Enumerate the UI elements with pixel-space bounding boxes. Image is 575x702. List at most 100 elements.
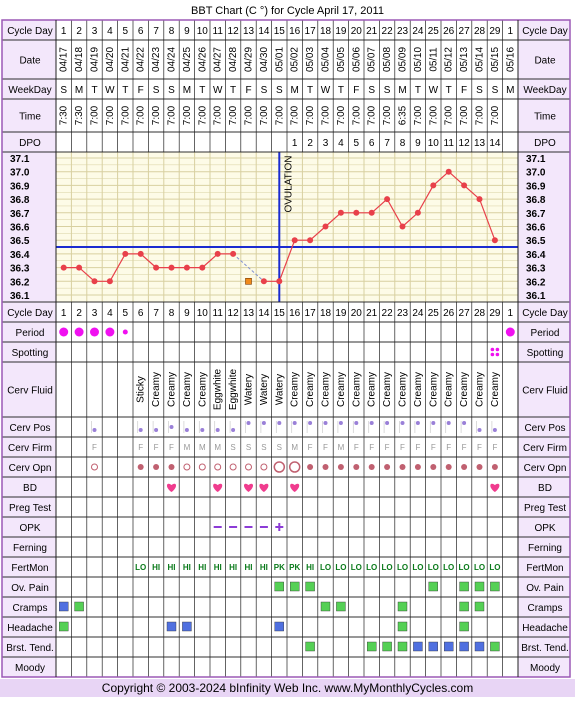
time-label: 7:00: [120, 105, 131, 125]
cycle-day-number: 24: [412, 26, 424, 37]
date-label: 05/02: [290, 47, 301, 72]
date-label: 05/12: [444, 47, 455, 72]
time-label: 7:30: [59, 105, 70, 125]
row-label-right-dpo: DPO: [534, 138, 556, 149]
dpo-number: 6: [369, 138, 375, 149]
date-label: 04/25: [182, 47, 193, 72]
fertmon-reading: LO: [366, 563, 377, 572]
cerv-open-closed: [414, 464, 421, 470]
cerv-firm-letter: F: [431, 443, 436, 452]
time-label: 7:00: [182, 105, 193, 125]
fertmon-reading: LO: [459, 563, 470, 572]
temperature-point: [291, 237, 298, 244]
y-tick-label-left: 36.7: [10, 209, 30, 220]
cycle-day-number: 6: [138, 26, 144, 37]
dpo-number: 12: [459, 138, 471, 149]
cerv-open-medium: [183, 463, 191, 471]
temperature-point: [430, 182, 437, 189]
y-tick-label-left: 36.5: [10, 236, 30, 247]
row-label-right-date: Date: [534, 56, 556, 67]
cycle-day-number: 27: [459, 26, 471, 37]
cerv-firm-letter: M: [199, 443, 206, 452]
row-label-left-time: Time: [19, 112, 41, 123]
cerv-pos-dot: [154, 428, 159, 432]
fertmon-reading: HI: [198, 563, 206, 572]
cycle-day-number: 22: [382, 308, 394, 319]
row-label-left-opk: OPK: [19, 523, 40, 534]
footer-background: [0, 679, 575, 697]
y-tick-label-left: 37.1: [10, 154, 30, 165]
cerv-pos-dot: [415, 421, 420, 425]
weekday-label: T: [307, 85, 313, 96]
cerv-fluid-label: Creamy: [413, 372, 424, 407]
cycle-day-number: 23: [397, 26, 409, 37]
date-label: 04/17: [59, 47, 70, 72]
row-label-left-dpo: DPO: [19, 138, 41, 149]
weekday-label: S: [276, 85, 283, 96]
cerv-pos-dot: [215, 428, 220, 432]
time-label: 7:00: [228, 105, 239, 125]
cerv-open-closed: [399, 464, 406, 470]
row-label-left-moody: Moody: [15, 663, 45, 674]
weekday-label: T: [230, 85, 236, 96]
fertmon-reading: HI: [260, 563, 268, 572]
cerv-fluid-label: Watery: [259, 374, 270, 405]
cerv-open-medium: [229, 463, 237, 471]
weekday-label: W: [321, 85, 331, 96]
y-tick-label-left: 36.4: [10, 250, 30, 261]
brst_tend-marker: [474, 641, 485, 652]
brst_tend-marker: [490, 641, 500, 652]
bd-heart-icon: [243, 483, 254, 492]
time-label: 7:00: [367, 105, 378, 125]
cerv-fluid-label: Eggwhite: [213, 368, 224, 410]
cerv-firm-letter: F: [354, 443, 359, 452]
cerv-pos-dot: [246, 421, 251, 425]
dpo-number: 5: [354, 138, 360, 149]
cycle-day-number: 15: [274, 26, 286, 37]
spotting-dot: [490, 352, 495, 357]
period-dot: [505, 327, 515, 337]
row-label-right-ov_pain: Ov. Pain: [526, 583, 564, 594]
cycle-day-number: 7: [153, 26, 159, 37]
cerv-pos-dot: [477, 428, 482, 432]
row-label-left-cerv_opn: Cerv Opn: [9, 463, 52, 474]
cycle-day-number: 17: [305, 26, 317, 37]
cycle-day-number: 12: [228, 308, 240, 319]
cycle-day-number: 17: [305, 308, 317, 319]
ov_pain-marker: [474, 581, 485, 592]
cycle-day-number: 11: [213, 308, 224, 319]
cerv-fluid-label: Sticky: [136, 376, 147, 403]
cycle-day-number: 3: [92, 26, 98, 37]
row-label-left-cerv_firm: Cerv Firm: [8, 443, 52, 454]
cycle-day-number: 13: [243, 308, 255, 319]
cerv-firm-letter: F: [138, 443, 143, 452]
temperature-point: [476, 196, 483, 203]
cerv-firm-letter: M: [184, 443, 191, 452]
time-label: 7:00: [382, 105, 393, 125]
temperature-point: [168, 264, 175, 271]
row-label-left-cycle_day: Cycle Day: [7, 308, 53, 319]
y-tick-label-left: 37.0: [10, 168, 30, 179]
temperature-point: [322, 223, 329, 230]
date-label: 05/04: [321, 47, 332, 72]
temperature-point: [122, 250, 129, 257]
chart-title: BBT Chart (C °) for Cycle April 17, 2011: [191, 5, 384, 17]
y-tick-label-right: 36.2: [526, 277, 546, 288]
cerv-open-medium: [91, 463, 98, 471]
cerv-fluid-label: Creamy: [321, 372, 332, 407]
weekday-label: F: [138, 85, 144, 96]
weekday-label: S: [261, 85, 268, 96]
cerv-firm-letter: F: [169, 443, 174, 452]
row-label-right-cerv_fluid: Cerv Fluid: [522, 386, 568, 397]
cerv-firm-letter: F: [385, 443, 390, 452]
discarded-temperature-point: [245, 277, 252, 285]
dpo-number: 9: [415, 138, 421, 149]
brst_tend-marker: [413, 641, 423, 652]
row-label-right-cerv_opn: Cerv Opn: [524, 463, 567, 474]
row-label-right-weekday: WeekDay: [523, 85, 566, 96]
time-label: 7:00: [244, 105, 255, 125]
cerv-open-closed: [368, 464, 375, 470]
date-label: 04/30: [259, 47, 270, 72]
dpo-number: 11: [444, 138, 455, 149]
